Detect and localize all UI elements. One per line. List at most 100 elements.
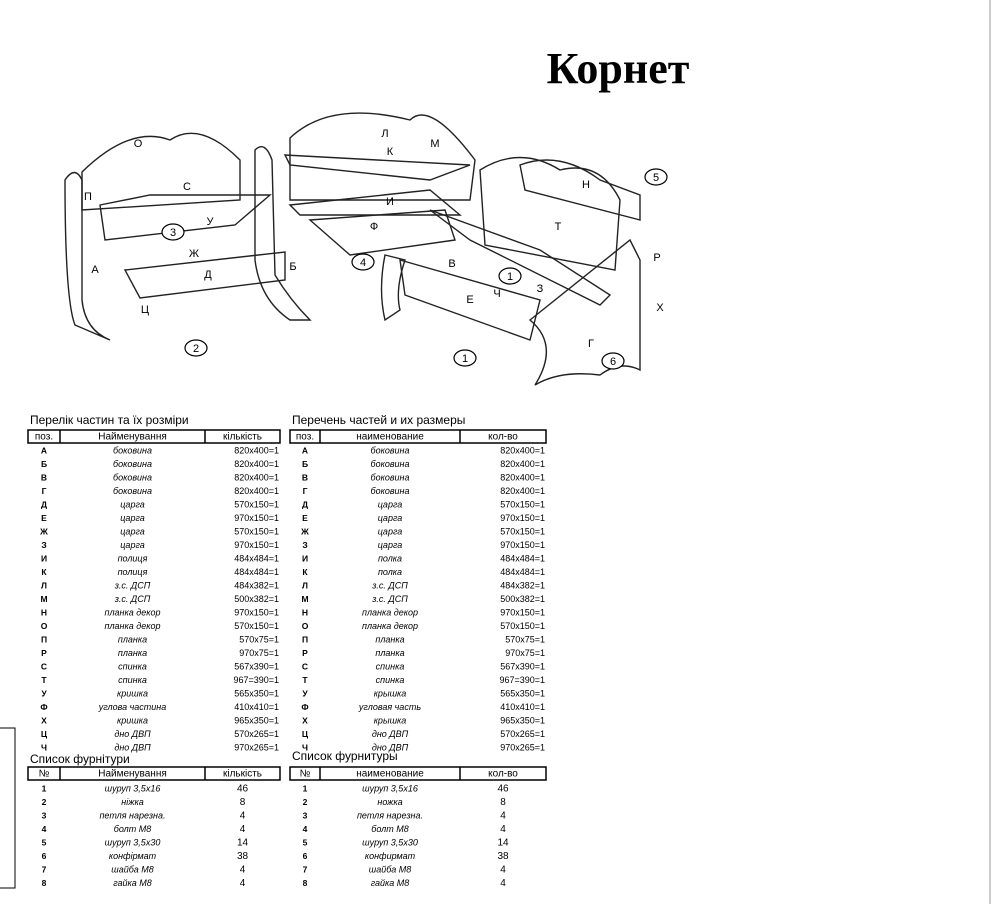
row-id: С [41, 661, 47, 671]
header-cell: поз. [35, 432, 53, 443]
row-size: 820х400=1 [500, 459, 545, 469]
row-name: царга [120, 499, 145, 509]
row-id: О [41, 621, 48, 631]
callout-circle [161, 223, 185, 241]
row-size: 970х150=1 [234, 513, 279, 523]
row-id: Т [302, 675, 308, 685]
row-id: М [301, 594, 308, 604]
row-name: кришка [117, 715, 148, 725]
row-size: 965х350=1 [500, 715, 545, 725]
row-size: 570х265=1 [500, 729, 545, 739]
row-size: 967=390=1 [499, 675, 545, 685]
row-size: 820х400=1 [234, 472, 279, 482]
row-name: боковина [113, 445, 152, 455]
diagram-label: Д [204, 269, 212, 281]
row-size: 970х265=1 [500, 742, 545, 752]
row-qty: 4 [240, 878, 246, 889]
row-id: К [41, 567, 47, 577]
row-name: спинка [118, 661, 147, 671]
row-id: 8 [42, 878, 47, 888]
row-name: шуруп 3,5х16 [362, 783, 418, 793]
row-name: планка декор [362, 607, 418, 617]
callout-circle [601, 352, 625, 370]
row-id: 4 [42, 824, 47, 834]
row-name: планка [375, 648, 404, 658]
row-name: крышка [374, 715, 407, 725]
row-id: Ч [41, 742, 47, 752]
diagram-label: П [84, 191, 92, 203]
row-name: спинка [376, 661, 405, 671]
row-id: 1 [42, 783, 47, 793]
bracket [0, 727, 16, 889]
row-id: С [302, 661, 308, 671]
row-id: Ц [302, 729, 309, 739]
row-name: з.с. ДСП [114, 580, 151, 590]
header-box [27, 429, 281, 444]
row-id: Д [41, 499, 47, 509]
diagram-label: 4 [360, 257, 366, 269]
row-size: 570х75=1 [239, 634, 279, 644]
row-size: 970х265=1 [234, 742, 279, 752]
row-id: П [302, 634, 308, 644]
row-name: дно ДВП [372, 742, 409, 752]
row-size: 570х150=1 [500, 621, 545, 631]
row-size: 570х150=1 [234, 621, 279, 631]
row-name: кришка [117, 688, 148, 698]
row-qty: 46 [497, 784, 509, 795]
row-id: А [302, 445, 308, 455]
diagram-label: 3 [170, 227, 176, 239]
header-box [289, 766, 547, 781]
header-cell: кількість [223, 769, 262, 780]
row-name: угловая часть [358, 702, 421, 712]
header-cell: Найменування [98, 769, 167, 780]
row-name: петля нарезна. [99, 810, 165, 820]
row-id: У [41, 688, 47, 698]
diagram-label: 5 [653, 172, 659, 184]
row-id: Е [41, 513, 47, 523]
row-name: боковина [113, 459, 152, 469]
row-size: 820х400=1 [234, 459, 279, 469]
row-id: 6 [42, 851, 47, 861]
callout-circle [184, 339, 208, 357]
row-qty: 4 [240, 865, 246, 876]
row-id: Л [41, 580, 47, 590]
row-size: 567х390=1 [500, 661, 545, 671]
diagram-label: Е [466, 294, 473, 306]
row-name: царга [378, 540, 403, 550]
diagram-label: К [387, 146, 394, 158]
row-size: 570х265=1 [234, 729, 279, 739]
side-panel [528, 238, 641, 386]
backrest [81, 132, 241, 211]
row-name: полка [378, 553, 402, 563]
row-name: царга [378, 526, 403, 536]
callout-circle [351, 253, 375, 271]
row-id: Н [41, 607, 47, 617]
row-name: полиця [118, 553, 148, 563]
side-rail [123, 251, 286, 299]
row-id: 6 [303, 851, 308, 861]
row-name: шуруп 3,5х30 [105, 837, 161, 847]
row-name: планка декор [105, 621, 161, 631]
row-id: Х [41, 715, 47, 725]
row-size: 567х390=1 [234, 661, 279, 671]
corner-part [308, 209, 456, 256]
row-size: 500х382=1 [234, 594, 279, 604]
row-id: 7 [303, 864, 308, 874]
header-cell: поз. [296, 432, 314, 443]
title: Корнет [547, 44, 690, 93]
row-name: планка [118, 634, 147, 644]
row-size: 410х410=1 [500, 702, 545, 712]
header-cell: Найменування [98, 432, 167, 443]
side-panel [380, 254, 406, 322]
header-cell: № [300, 769, 311, 780]
diagram-label: Ц [141, 304, 149, 316]
callout-circle [644, 168, 668, 186]
row-size: 484х382=1 [500, 580, 545, 590]
diagram-label: 1 [507, 271, 513, 283]
row-qty: 4 [500, 865, 506, 876]
row-name: болт М8 [114, 824, 151, 834]
row-name: планка [118, 648, 147, 658]
row-size: 967=390=1 [233, 675, 279, 685]
row-id: И [302, 553, 308, 563]
row-size: 820х400=1 [234, 445, 279, 455]
